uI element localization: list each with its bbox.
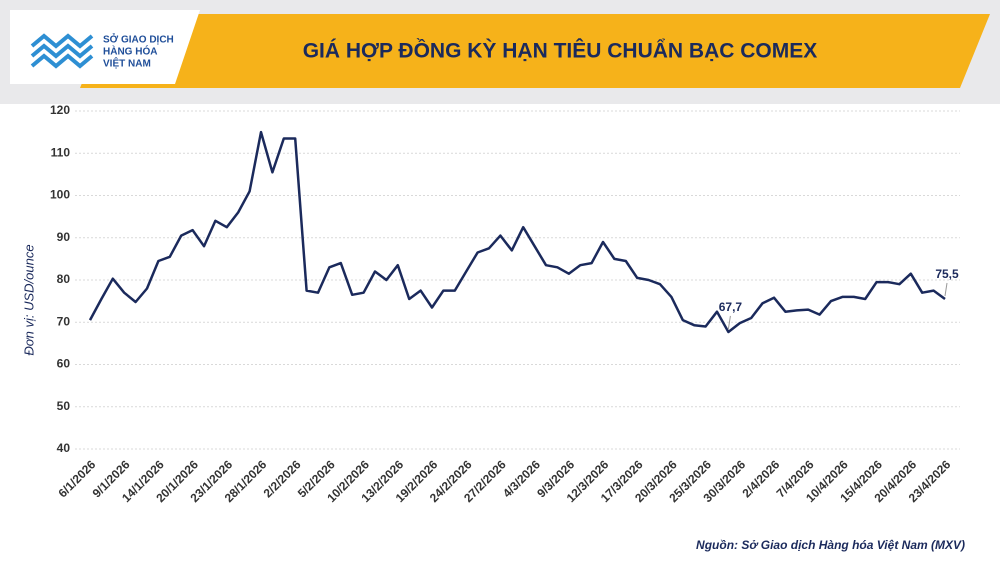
y-axis-label: Đơn vị: USD/ounce (21, 244, 36, 355)
data-label: 75,5 (935, 267, 959, 281)
y-tick-label: 70 (57, 314, 71, 328)
y-tick-label: 100 (50, 188, 70, 202)
data-line (88, 130, 946, 334)
y-tick-label: 80 (57, 272, 71, 286)
logo-text: SỞ GIAO DỊCH (103, 33, 174, 46)
chart-title: GIÁ HỢP ĐỒNG KỲ HẠN TIÊU CHUẨN BẠC COMEX (303, 39, 818, 63)
title-banner (80, 14, 990, 88)
y-tick-label: 40 (57, 441, 71, 455)
y-tick-label: 120 (50, 103, 70, 117)
data-label: 67,7 (719, 300, 743, 314)
y-tick-label: 90 (57, 230, 71, 244)
source-note: Nguồn: Sở Giao dịch Hàng hóa Việt Nam (M… (696, 538, 965, 552)
label-leader (727, 315, 731, 330)
label-leader (944, 282, 948, 297)
y-tick-label: 60 (57, 357, 71, 371)
logo-text: VIỆT NAM (103, 57, 151, 70)
logo-text: HÀNG HÓA (103, 45, 157, 58)
y-tick-label: 50 (57, 399, 71, 413)
logo-icon (30, 33, 94, 69)
y-tick-label: 110 (51, 145, 71, 159)
